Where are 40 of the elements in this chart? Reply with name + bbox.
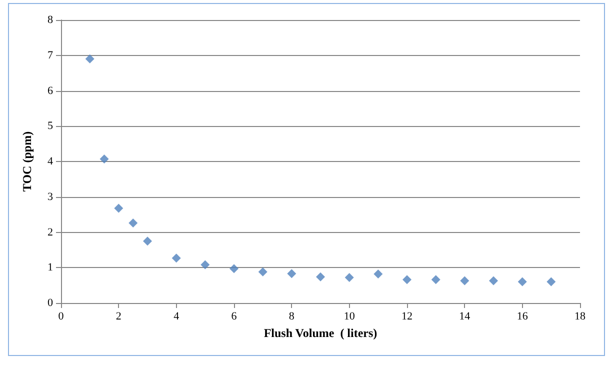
y-tick-label: 1 — [48, 262, 53, 274]
point — [172, 254, 181, 263]
point — [200, 260, 210, 270]
point — [344, 273, 354, 282]
x-tick-label: 18 — [574, 310, 586, 322]
y-tick-label: 3 — [48, 190, 54, 203]
point — [287, 269, 296, 278]
point — [402, 275, 412, 284]
x-tick-label: 16 — [516, 310, 528, 322]
x-tick-label: 2 — [116, 310, 122, 322]
point — [258, 267, 268, 276]
point — [460, 276, 470, 286]
point — [489, 276, 498, 286]
point — [100, 154, 109, 164]
x-tick-label: 12 — [402, 310, 412, 322]
y-tick-label: 8 — [48, 14, 54, 26]
x-axis-title: Flush Volume ( liters) — [264, 326, 378, 340]
point — [546, 277, 556, 286]
point — [431, 275, 440, 284]
point — [85, 54, 94, 64]
point — [128, 218, 138, 228]
point — [316, 272, 325, 282]
y-axis-title: TOC (ppm) — [20, 131, 34, 192]
point — [143, 236, 152, 246]
point — [114, 204, 124, 213]
x-tick-label: 6 — [231, 310, 238, 322]
x-tick-label: 14 — [459, 310, 471, 322]
point — [518, 277, 527, 286]
point — [230, 264, 238, 274]
y-tick-label: 6 — [48, 84, 54, 97]
x-tick-label: 8 — [288, 310, 295, 322]
point — [374, 269, 383, 278]
y-tick-label: 7 — [48, 49, 54, 62]
x-tick-label: 0 — [58, 310, 64, 322]
x-tick-label: 4 — [174, 310, 180, 322]
x-tick-label: 10 — [344, 310, 356, 322]
y-tick-label: 4 — [48, 156, 54, 168]
y-tick-label: 0 — [48, 297, 54, 309]
y-tick-label: 5 — [48, 120, 54, 132]
y-tick-label: 2 — [48, 226, 53, 238]
